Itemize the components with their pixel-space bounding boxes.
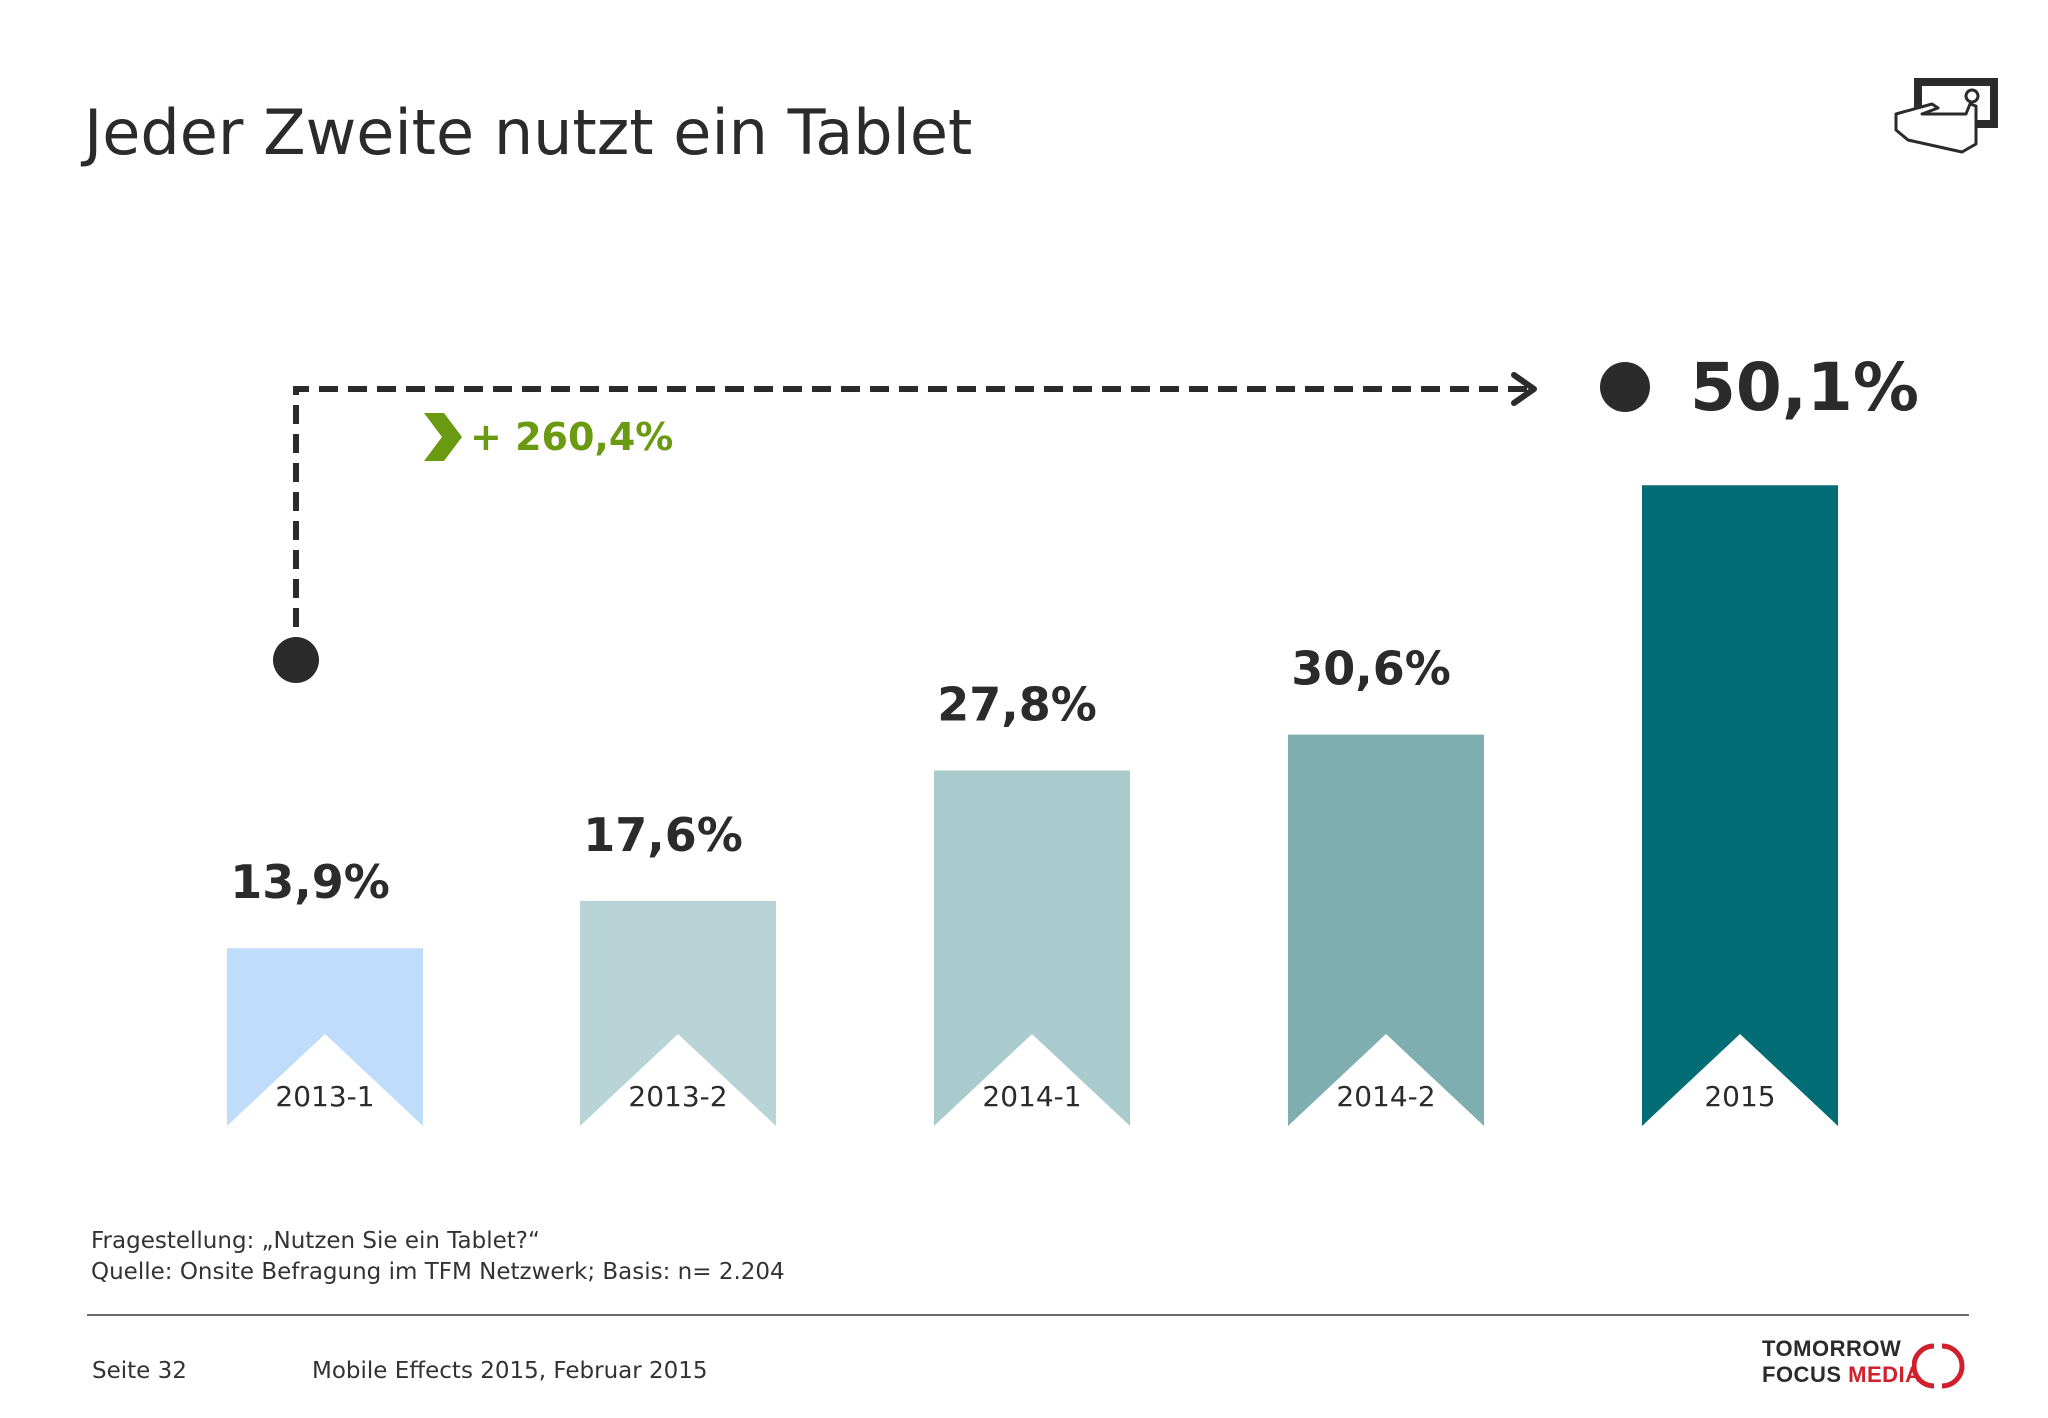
category-label: 2014-2 (1336, 1080, 1435, 1113)
logo-line2: FOCUS MEDIA (1762, 1362, 1922, 1387)
category-label: 2013-2 (628, 1080, 727, 1113)
highlight-value: 50,1% (1690, 349, 1919, 426)
growth-arrow-head (1511, 372, 1537, 406)
footer-divider (87, 1314, 1969, 1316)
highlight-dot (1600, 362, 1650, 412)
source-note: Quelle: Onsite Befragung im TFM Netzwerk… (91, 1259, 785, 1285)
value-label: 27,8% (937, 677, 1097, 731)
growth-dashed-line (293, 386, 1530, 656)
value-label: 13,9% (230, 855, 390, 909)
category-label: 2013-1 (275, 1080, 374, 1113)
logo-line1: TOMORROW (1762, 1336, 1902, 1361)
category-label: 2014-1 (982, 1080, 1081, 1113)
page-title: Jeder Zweite nutzt ein Tablet (84, 96, 973, 169)
chevron-right-icon (424, 413, 462, 461)
report-title: Mobile Effects 2015, Februar 2015 (312, 1358, 708, 1384)
bar-2014-1 (934, 770, 1130, 1126)
bar-2013-1 (227, 948, 423, 1126)
value-label: 17,6% (583, 808, 743, 862)
growth-start-dot (273, 637, 319, 683)
bar-2013-2 (580, 900, 776, 1126)
tomorrow-focus-media-logo: TOMORROW FOCUS MEDIA (1762, 1336, 1972, 1396)
growth-label: + 260,4% (470, 415, 673, 459)
tablet-touch-icon (1894, 78, 1998, 154)
category-label: 2015 (1704, 1080, 1775, 1113)
bar-2015 (1642, 485, 1838, 1126)
footnote: Fragestellung: „Nutzen Sie ein Tablet?“ … (91, 1226, 785, 1288)
bar-2014-2 (1288, 734, 1484, 1126)
logo-mark-icon (1912, 1343, 1965, 1389)
page-number: Seite 32 (92, 1358, 187, 1384)
value-label: 30,6% (1291, 642, 1451, 696)
question-note: Fragestellung: „Nutzen Sie ein Tablet?“ (91, 1228, 540, 1254)
